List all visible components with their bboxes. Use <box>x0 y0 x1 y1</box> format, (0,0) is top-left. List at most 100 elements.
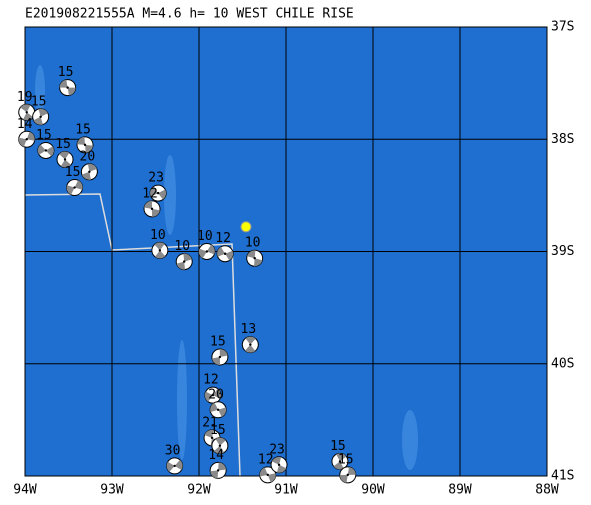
focal-mechanism <box>76 136 94 154</box>
focal-mechanism <box>151 241 169 259</box>
beachball-center <box>66 86 69 89</box>
seafloor-features <box>35 65 418 470</box>
beachball-quadrant <box>204 391 213 402</box>
beachball-center <box>183 260 186 263</box>
focal-mechanism <box>331 452 349 470</box>
beachball-quadrant <box>158 189 167 200</box>
focal-mechanism <box>18 103 36 121</box>
beachball-center <box>346 473 349 477</box>
x-tick-label: 93W <box>100 483 124 498</box>
depth-label: 23 <box>148 171 164 186</box>
y-tick-label: 39S <box>551 244 574 259</box>
beachball-quadrant <box>204 429 214 438</box>
beachball-quadrant <box>210 402 219 413</box>
focal-mechanism <box>18 130 36 148</box>
beachball-center <box>216 408 220 411</box>
focal-mechanism <box>56 150 74 168</box>
beachball-center <box>44 149 48 152</box>
beachball-quadrant <box>267 473 276 483</box>
beachball-quadrant <box>23 112 34 121</box>
focal-mechanism <box>166 457 184 475</box>
beachball-center <box>253 257 256 260</box>
beachball-quadrant <box>74 180 83 190</box>
focal-mechanism <box>149 184 167 202</box>
beachball-quadrant <box>59 151 70 160</box>
beachball-center <box>39 115 42 119</box>
depth-label: 15 <box>65 165 81 180</box>
depth-label: 15 <box>31 94 47 109</box>
depth-label: 14 <box>208 448 224 463</box>
depth-label: 13 <box>241 322 257 337</box>
focal-mechanism <box>259 466 277 484</box>
beachball-quadrant <box>77 136 86 145</box>
focal-mechanism <box>198 243 216 260</box>
depth-label: 20 <box>208 387 224 402</box>
beachball-quadrant <box>336 453 347 462</box>
beachball-quadrant <box>81 171 91 180</box>
focal-mechanism <box>66 179 84 197</box>
beachball-quadrant <box>245 336 256 345</box>
beachball-quadrant <box>85 144 93 153</box>
beachball-quadrant <box>45 146 54 157</box>
beachball-quadrant <box>144 200 153 209</box>
depth-label: 12 <box>215 231 231 246</box>
beachball-quadrant <box>152 208 160 217</box>
beachball-center <box>25 138 28 141</box>
beachball-center <box>211 393 215 397</box>
focal-mechanism <box>211 437 229 455</box>
focal-mechanism <box>37 141 55 159</box>
depth-label: 15 <box>36 128 52 143</box>
focal-mechanism <box>216 245 234 263</box>
beachball-quadrant <box>217 246 226 257</box>
beachball-quadrant <box>155 250 166 259</box>
depth-label: 23 <box>269 442 285 457</box>
y-tick-label: 41S <box>551 469 574 484</box>
focal-mechanism <box>143 200 161 218</box>
x-tick-label: 94W <box>13 483 37 498</box>
beachball-center <box>158 249 162 252</box>
depth-label: 10 <box>174 239 190 254</box>
beachball-center <box>156 191 160 195</box>
beachball-center <box>249 343 252 346</box>
beachball-quadrant <box>59 79 68 88</box>
focal-mechanism <box>175 253 193 271</box>
beachball-quadrant <box>176 261 185 270</box>
beachball-quadrant <box>166 461 175 472</box>
depth-label: 15 <box>210 335 226 350</box>
beachball-quadrant <box>259 467 268 477</box>
beachball-quadrant <box>66 185 75 195</box>
beachball-center <box>88 170 91 174</box>
beachball-quadrant <box>33 116 43 125</box>
focal-mechanism <box>211 348 229 366</box>
beachball-quadrant <box>219 348 228 358</box>
focal-mechanism <box>80 163 98 181</box>
beachball-quadrant <box>154 242 165 251</box>
beachball-quadrant <box>20 104 31 113</box>
depth-label: 12 <box>142 186 158 201</box>
depth-label: 15 <box>338 452 354 467</box>
x-tick-label: 89W <box>448 483 472 498</box>
beachball-quadrant <box>26 131 35 141</box>
focal-mechanism <box>209 461 227 479</box>
beachball-center <box>218 355 222 359</box>
beachball-quadrant <box>333 461 344 470</box>
beachball-center <box>210 436 214 440</box>
depth-label: 20 <box>80 149 96 164</box>
beachball-quadrant <box>183 253 192 262</box>
focal-mechanism <box>246 249 264 267</box>
beachball-quadrant <box>271 456 282 465</box>
beachball-quadrant <box>87 163 97 172</box>
focal-mechanism <box>209 401 227 419</box>
beachball-quadrant <box>347 467 356 475</box>
y-tick-label: 38S <box>551 132 574 147</box>
depth-label: 30 <box>165 443 181 458</box>
beachball-center <box>25 111 28 114</box>
beachball-quadrant <box>254 258 263 267</box>
y-tick-label: 40S <box>551 356 574 371</box>
beachball-center <box>150 207 154 211</box>
beachball-center <box>216 469 220 472</box>
depth-label: 12 <box>203 373 219 388</box>
focal-mechanism <box>241 336 259 354</box>
beachball-quadrant <box>214 445 225 454</box>
